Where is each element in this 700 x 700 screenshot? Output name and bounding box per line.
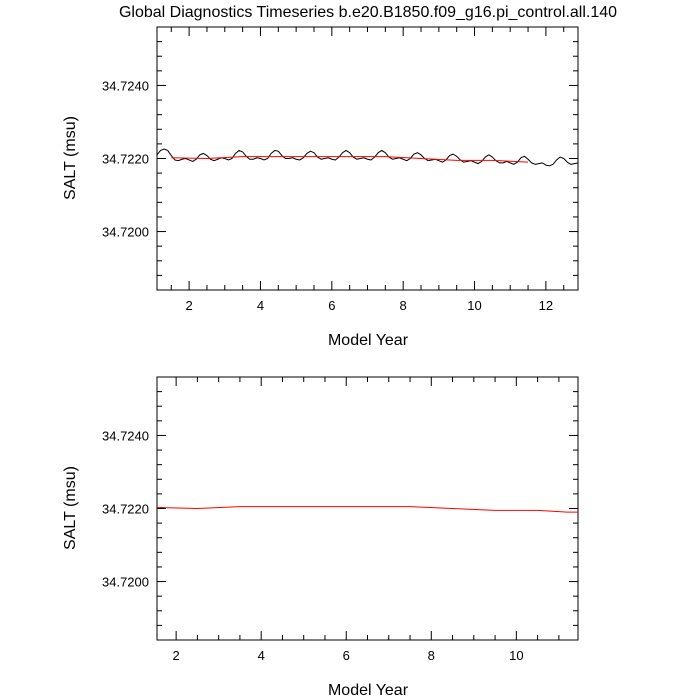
top-y-tick-label: 34.7220 bbox=[102, 152, 149, 167]
bottom-series-annual-line bbox=[156, 506, 578, 513]
bottom-y-tick-label: 34.7240 bbox=[102, 428, 149, 443]
bottom-x-tick-label: 10 bbox=[509, 648, 523, 663]
top-series-annual-line bbox=[171, 156, 529, 163]
bottom-x-axis-label: Model Year bbox=[328, 682, 409, 699]
top-y-axis-label: SALT (msu) bbox=[62, 116, 79, 200]
bottom-chart: 2 4 6 8 10 34.7200 34.7220 34.7240 Model Year S… bbox=[62, 376, 579, 699]
top-x-axis-label: Model Year bbox=[328, 332, 409, 349]
bottom-x-tick-label: 4 bbox=[258, 648, 265, 663]
bottom-y-axis-label: SALT (msu) bbox=[62, 466, 79, 550]
top-chart: 2 4 6 8 10 12 34.7200 34.7220 34.7240 Model Year… bbox=[62, 26, 579, 349]
bottom-x-tick-label: 6 bbox=[343, 648, 350, 663]
top-x-tick-label: 12 bbox=[539, 298, 553, 313]
bottom-x-tick-label: 8 bbox=[428, 648, 435, 663]
bottom-plot-frame bbox=[156, 376, 579, 641]
bottom-y-tick-label: 34.7220 bbox=[102, 502, 149, 517]
top-y-tick-label: 34.7240 bbox=[102, 78, 149, 93]
top-x-tick-label: 2 bbox=[185, 298, 192, 313]
figure-title: Global Diagnostics Timeseries b.e20.B185… bbox=[119, 4, 617, 21]
bottom-y-tick-label: 34.7200 bbox=[102, 575, 149, 590]
top-y-tick-label: 34.7200 bbox=[102, 225, 149, 240]
top-x-tick-label: 4 bbox=[257, 298, 264, 313]
top-x-tick-label: 10 bbox=[467, 298, 481, 313]
top-x-tick-label: 8 bbox=[400, 298, 407, 313]
top-series-monthly-line bbox=[156, 148, 579, 167]
bottom-x-tick-label: 2 bbox=[173, 648, 180, 663]
top-x-tick-label: 6 bbox=[328, 298, 335, 313]
